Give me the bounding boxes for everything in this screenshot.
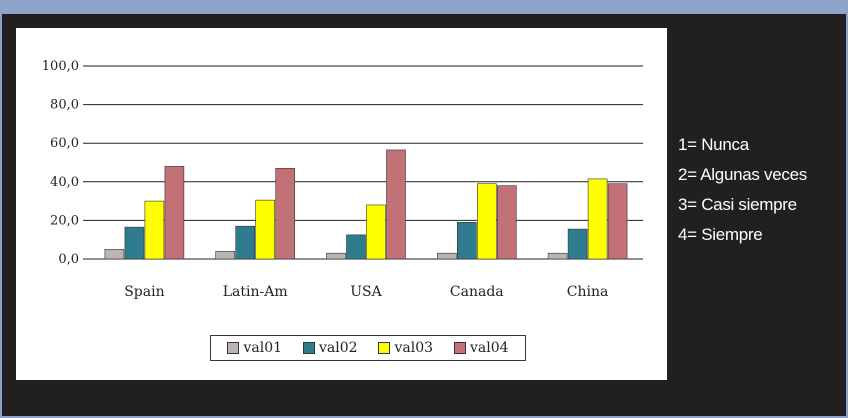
bar-val03 bbox=[476, 183, 497, 260]
bar-val04 bbox=[164, 166, 185, 260]
legend-label: val01 bbox=[243, 340, 283, 356]
bar-val03 bbox=[144, 200, 165, 260]
scale-note-2: 2= Algunas veces bbox=[678, 165, 807, 184]
bar-val01 bbox=[215, 250, 235, 260]
x-tick-label: Spain bbox=[124, 284, 164, 300]
scale-note-3: 3= Casi siempre bbox=[678, 195, 797, 214]
legend-label: val02 bbox=[318, 340, 358, 356]
bar-val01 bbox=[104, 249, 125, 260]
bar-val02 bbox=[346, 234, 366, 260]
chart-panel: 0,0 20,0 40,0 60,0 80,0 100,0 Spain Latin-Am USA… bbox=[16, 28, 667, 380]
x-tick-label: Latin-Am bbox=[223, 284, 288, 300]
legend-swatch bbox=[227, 342, 240, 354]
y-tick-label: 0,0 bbox=[58, 252, 79, 267]
bar-val02 bbox=[235, 225, 255, 260]
legend-item: val02 bbox=[302, 340, 358, 356]
bar-val01 bbox=[436, 252, 457, 260]
legend-swatch bbox=[302, 342, 315, 354]
scale-note-4: 4= Siempre bbox=[678, 225, 763, 244]
legend-swatch bbox=[378, 342, 391, 354]
bar-val02 bbox=[567, 228, 588, 260]
x-tick-label: China bbox=[567, 284, 609, 300]
x-tick-label: USA bbox=[350, 284, 382, 300]
y-tick-label: 60,0 bbox=[50, 136, 79, 151]
bar-val03 bbox=[587, 178, 608, 260]
y-tick-label: 100,0 bbox=[42, 59, 79, 74]
scale-note-1: 1= Nunca bbox=[678, 135, 749, 154]
bar-val04 bbox=[275, 167, 296, 260]
bar-val01 bbox=[547, 252, 568, 260]
bar-val02 bbox=[124, 226, 145, 260]
y-tick-label: 40,0 bbox=[50, 175, 79, 190]
legend-label: val04 bbox=[469, 340, 509, 356]
x-tick-label: Canada bbox=[450, 284, 504, 300]
bar-val01 bbox=[326, 252, 346, 260]
legend-label: val03 bbox=[394, 340, 434, 356]
bar-chart: 0,0 20,0 40,0 60,0 80,0 100,0 Spain Latin-Am USA… bbox=[42, 59, 643, 300]
scale-notes: 1= Nunca 2= Algunas veces 3= Casi siempr… bbox=[678, 135, 807, 255]
legend-item: val03 bbox=[378, 340, 433, 356]
legend-item: val04 bbox=[453, 340, 509, 356]
y-tick-label: 20,0 bbox=[50, 213, 79, 228]
y-tick-label: 80,0 bbox=[50, 98, 79, 113]
legend-item: val01 bbox=[227, 340, 282, 356]
chart-legend: val01 val02 val03 val04 bbox=[210, 335, 526, 361]
bar-val04 bbox=[386, 149, 406, 260]
bar-val03 bbox=[255, 199, 275, 260]
bar-val02 bbox=[456, 222, 477, 260]
bar-val04 bbox=[496, 185, 517, 260]
bar-val04 bbox=[607, 183, 628, 260]
legend-swatch bbox=[453, 342, 466, 354]
bar-val03 bbox=[366, 204, 386, 260]
